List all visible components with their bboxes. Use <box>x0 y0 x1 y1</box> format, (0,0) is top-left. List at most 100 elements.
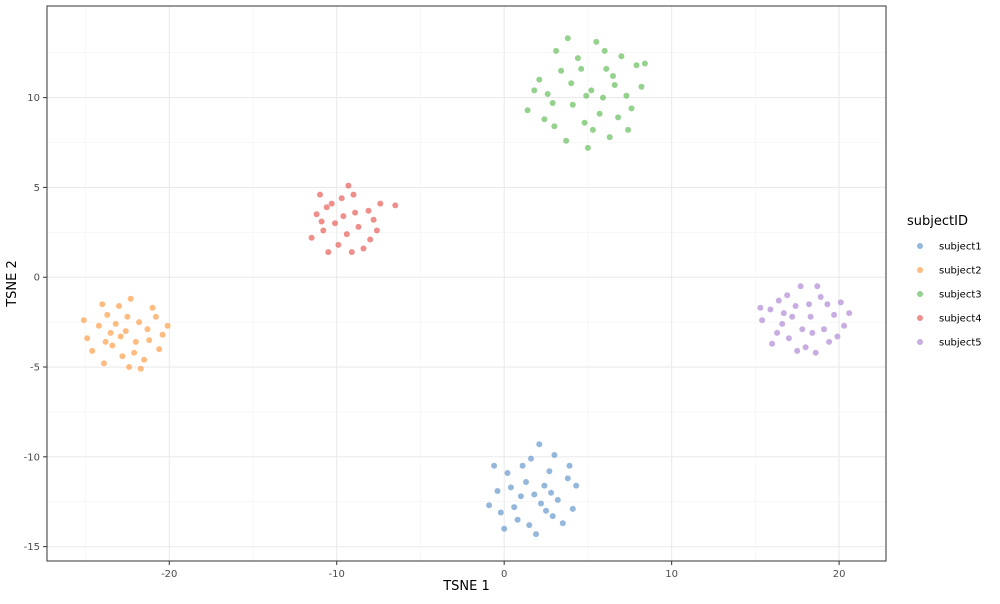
subject3-point <box>589 126 596 133</box>
subject2-point <box>131 349 138 356</box>
subject3-point <box>563 137 570 144</box>
subject3-point <box>536 76 543 83</box>
subject3-point <box>600 94 606 101</box>
subject1-point <box>504 470 511 476</box>
subject2-point <box>159 331 166 338</box>
subject2-point <box>122 328 129 335</box>
legend-key-subject4 <box>917 315 923 321</box>
subject2-point <box>137 365 144 372</box>
subject3-point <box>623 92 630 99</box>
subject5-point <box>809 329 816 336</box>
x-axis-ticks: -20 -10 0 10 20 <box>161 561 845 580</box>
subject1-point <box>528 455 534 462</box>
y-tick-label: -15 <box>24 542 40 553</box>
y-axis-ticks: -15 -10 -5 0 5 10 <box>24 93 47 553</box>
subject2-point <box>100 360 107 367</box>
subject3-point <box>628 105 635 112</box>
subject5-point <box>814 283 821 290</box>
x-tick-label: 0 <box>501 569 507 580</box>
subject3-point <box>544 91 551 97</box>
subject5-point <box>797 283 804 290</box>
subject5-point <box>846 310 853 317</box>
subject3-point <box>564 35 571 42</box>
subject1-point <box>551 452 558 458</box>
subject4-point <box>338 195 345 202</box>
subject2-point <box>109 342 116 349</box>
legend-label-subject2: subject2 <box>939 266 982 277</box>
subject5-point <box>817 294 824 300</box>
subject1-point <box>541 482 548 489</box>
legend-label-subject4: subject4 <box>939 314 982 325</box>
subject1-point <box>486 502 493 509</box>
subject1-point <box>549 513 556 520</box>
legend-label-subject1: subject1 <box>939 242 982 253</box>
subject1-point <box>526 522 533 529</box>
panel-background <box>47 6 886 561</box>
subject3-point <box>588 87 595 94</box>
subject2-point <box>80 317 87 324</box>
subject2-point <box>112 320 119 327</box>
subject4-point <box>343 231 350 238</box>
subject1-point <box>554 496 561 503</box>
subject1-point <box>543 507 549 514</box>
subject1-point <box>564 475 571 482</box>
subject5-point <box>779 320 786 327</box>
subject3-point <box>641 60 648 67</box>
subject5-point <box>834 333 841 340</box>
subject3-point <box>610 73 616 79</box>
data-points <box>80 35 853 538</box>
subject4-point <box>335 241 342 248</box>
subject1-point <box>531 491 538 498</box>
subject4-point <box>365 207 372 214</box>
subject5-point <box>824 301 831 308</box>
subject3-point <box>541 116 548 123</box>
subject2-point <box>156 346 163 353</box>
subject4-point <box>317 191 323 198</box>
subject2-point <box>104 311 111 318</box>
grid-minor <box>47 6 886 561</box>
subject3-point <box>569 101 576 108</box>
subject2-point <box>149 304 156 311</box>
subject5-point <box>785 335 792 342</box>
subject1-point <box>566 462 573 469</box>
subject2-point <box>164 322 171 329</box>
subject2-point <box>127 295 134 302</box>
x-tick-label: -20 <box>161 569 177 580</box>
subject3-point <box>551 123 558 130</box>
legend-label-subject3: subject3 <box>939 290 982 301</box>
subject2-point <box>141 356 148 363</box>
subject1-point <box>538 500 544 507</box>
grid-major <box>47 6 886 561</box>
subject5-point <box>807 313 814 320</box>
subject1-point <box>546 468 553 475</box>
legend-key-subject3 <box>917 291 923 297</box>
subject4-point <box>367 236 374 243</box>
subject2-point <box>99 301 106 308</box>
legend-key-subject5 <box>917 339 923 345</box>
subject2-point <box>95 322 102 329</box>
subject3-point <box>618 53 625 60</box>
y-tick-label: -5 <box>30 363 40 374</box>
subject4-point <box>370 216 377 223</box>
legend-label-subject5: subject5 <box>939 338 982 349</box>
subject5-point <box>806 301 812 308</box>
x-tick-label: -10 <box>329 569 345 580</box>
subject3-point <box>638 83 645 90</box>
subject2-point <box>117 333 124 340</box>
subject2-point <box>89 347 96 354</box>
subject1-point <box>514 516 521 523</box>
subject1-point <box>494 488 501 494</box>
subject3-point <box>606 134 613 141</box>
subject3-point <box>596 110 603 117</box>
subject4-point <box>308 234 315 241</box>
subject3-point <box>601 47 608 54</box>
subject4-point <box>328 200 335 207</box>
subject3-point <box>603 65 610 72</box>
subject3-point <box>553 47 560 54</box>
subject4-point <box>373 227 380 234</box>
subject1-point <box>536 441 543 448</box>
subject1-point <box>569 505 576 512</box>
subject1-point <box>501 525 508 532</box>
subject1-point <box>573 482 580 489</box>
